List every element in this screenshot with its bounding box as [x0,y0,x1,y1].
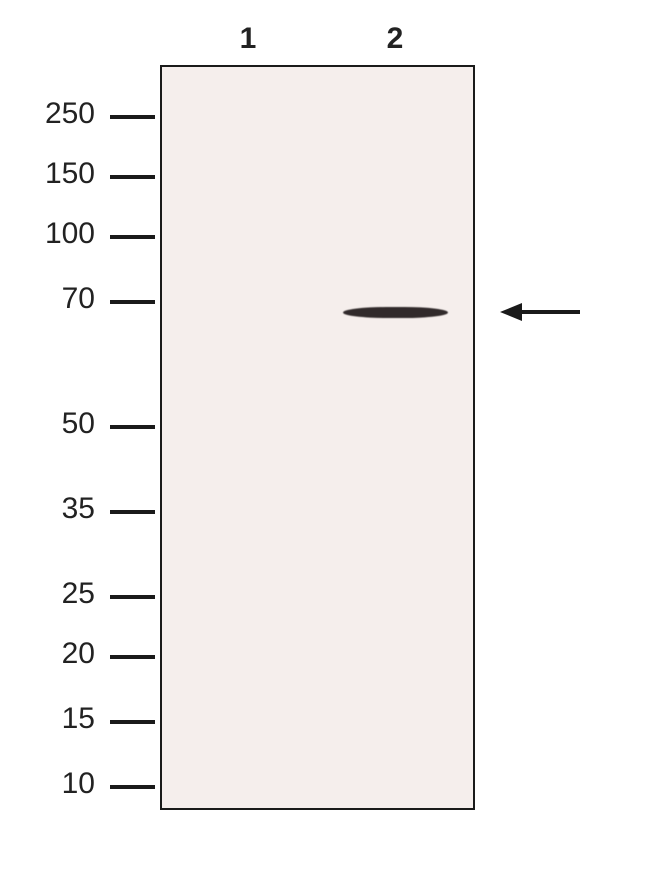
arrow-shaft [522,310,580,314]
mw-label-10: 10 [62,767,95,801]
mw-tick-100 [110,235,155,239]
mw-label-100: 100 [45,217,95,251]
mw-tick-15 [110,720,155,724]
figure-root: 1 2 250 150 100 70 50 35 25 20 15 10 [0,0,650,870]
arrow-head-icon [500,303,522,321]
mw-label-150: 150 [45,157,95,191]
mw-label-20: 20 [62,637,95,671]
mw-tick-70 [110,300,155,304]
mw-label-15: 15 [62,702,95,736]
band-lane2-0 [343,307,448,318]
mw-tick-150 [110,175,155,179]
mw-label-50: 50 [62,407,95,441]
mw-tick-20 [110,655,155,659]
mw-label-250: 250 [45,97,95,131]
mw-label-70: 70 [62,282,95,316]
mw-label-35: 35 [62,492,95,526]
mw-tick-35 [110,510,155,514]
mw-label-25: 25 [62,577,95,611]
mw-tick-10 [110,785,155,789]
mw-tick-50 [110,425,155,429]
lane-label-1: 1 [228,22,268,56]
lane-label-2: 2 [375,22,415,56]
blot-membrane [160,65,475,810]
mw-tick-25 [110,595,155,599]
mw-tick-250 [110,115,155,119]
